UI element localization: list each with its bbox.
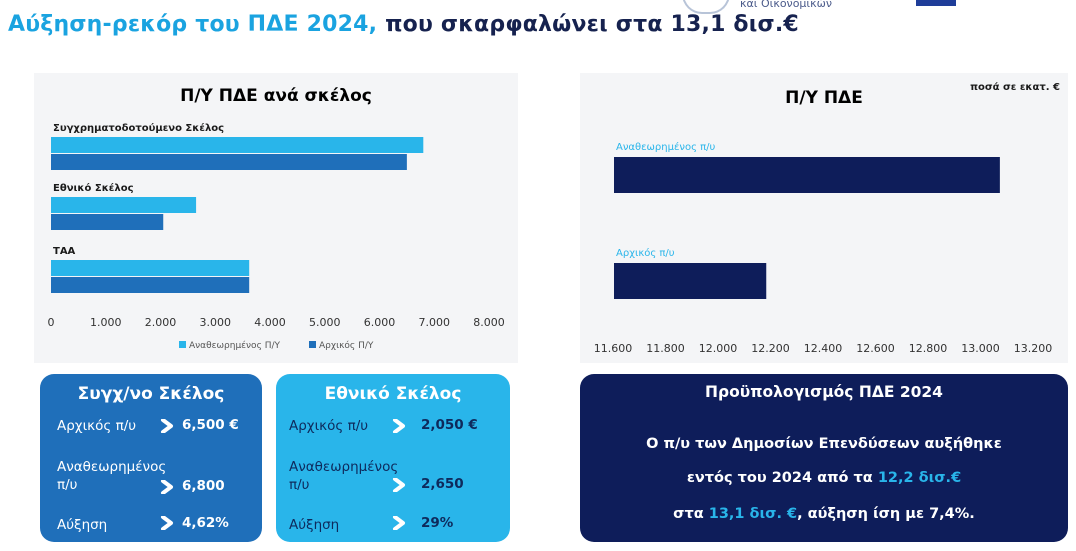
x-tick-label: 12.600 [856,342,895,355]
unit-note: ποσά σε εκατ. € [970,81,1060,93]
budget-line-2: εντός του 2024 από τα 12,2 δισ.€ [580,470,1068,486]
x-tick-label: 8.000 [473,316,505,329]
category-label: Συγχρηματοδοτούμενο Σκέλος [53,122,224,134]
category-label: ΤΑΑ [53,246,76,257]
budget-summary-box: Προϋπολογισμός ΠΔΕ 2024 Ο π/υ των Δημοσί… [580,374,1068,542]
bar-revised [51,260,250,276]
category-label: Αρχικός π/υ [616,247,675,259]
x-tick-label: 13.000 [961,342,1000,355]
x-tick-label: 12.400 [804,342,843,355]
chart-title: Π/Υ ΠΔΕ [785,88,863,108]
chart-panel-total: Π/Υ ΠΔΕ ποσά σε εκατ. € Αναθεωρημένος π/υ Α… [580,73,1068,363]
revised-budget-value: 2,650 [421,476,464,492]
bar-value [614,157,1000,193]
x-tick-label: 7.000 [419,316,451,329]
budget-line-3-text: στα [673,506,709,522]
x-tick-label: 11.800 [646,342,685,355]
bar-initial [51,277,250,293]
initial-budget-label: Αρχικός π/υ [289,418,369,434]
legend-swatch [179,341,186,348]
bar-initial [51,154,407,170]
revised-budget-label: Αναθεωρημένος [57,459,167,475]
box-title: Συγχ/νο Σκέλος [77,384,225,404]
revised-budget-label: Αναθεωρημένος [289,459,399,475]
eu-flag-icon [916,0,956,6]
chart-panel-by-branch: Π/Υ ΠΔΕ ανά σκέλος Συγχρηματοδοτούμενο Σκ… [34,73,518,363]
x-tick-label: 11.600 [594,342,633,355]
category-label: Εθνικό Σκέλος [53,182,134,194]
x-tick-label: 5.000 [309,316,341,329]
budget-line-2-text: εντός του 2024 από τα [686,470,878,486]
x-tick-label: 1.000 [90,316,122,329]
x-tick-label: 12.000 [699,342,738,355]
chevron-right-icon [161,480,173,494]
x-tick-label: 0 [48,316,55,329]
increase-value: 29% [421,515,454,531]
initial-amount-highlight: 12,2 δισ.€ [877,470,962,486]
national-branch-box: Εθνικό Σκέλος Αρχικός π/υ 2,050 € Αναθεω… [276,374,510,542]
category-label: Αναθεωρημένος π/υ [616,141,716,153]
bar-initial [51,214,164,230]
chevron-right-icon [161,516,173,530]
initial-budget-label: Αρχικός π/υ [57,418,137,434]
x-tick-label: 4.000 [254,316,286,329]
budget-line-3: στα 13,1 δισ. €, αύξηση ίση με 7,4%. [580,506,1068,522]
box-title: Εθνικό Σκέλος [324,384,462,404]
title-rest: που σκαρφαλώνει στα 13,1 δισ.€ [385,12,799,37]
bar-revised [51,197,197,213]
ministry-logo-text: και Οικονομικών [740,0,832,10]
increase-label: Αύξηση [289,517,340,533]
x-tick-label: 3.000 [200,316,232,329]
initial-budget-value: 6,500 € [182,417,239,433]
initial-budget-value: 2,050 € [421,417,478,433]
increase-value: 4,62% [182,515,229,531]
budget-line-3-suffix: , αύξηση ίση με 7,4%. [797,506,975,522]
legend-label: Αναθεωρημένος Π/Υ [189,340,281,351]
revised-amount-highlight: 13,1 δισ. € [708,506,798,522]
chart-title: Π/Υ ΠΔΕ ανά σκέλος [180,86,372,106]
chevron-right-icon [393,478,405,492]
bar-value [614,263,767,299]
bar-revised [51,137,424,153]
chevron-right-icon [393,516,405,530]
title-highlight: Αύξηση-ρεκόρ του ΠΔΕ 2024, [8,12,378,37]
x-tick-label: 13.200 [1014,342,1053,355]
revised-budget-label-cont: π/υ [289,477,310,493]
x-tick-label: 2.000 [145,316,177,329]
increase-label: Αύξηση [57,517,108,533]
cofinanced-branch-box: Συγχ/νο Σκέλος Αρχικός π/υ 6,500 € Αναθε… [40,374,262,542]
page-title: Αύξηση-ρεκόρ του ΠΔΕ 2024, που σκαρφαλών… [8,12,799,37]
x-tick-label: 12.200 [751,342,790,355]
bar-chart-total: Π/Υ ΠΔΕ ποσά σε εκατ. € Αναθεωρημένος π/υ Α… [594,81,1060,355]
chevron-right-icon [161,419,173,433]
budget-line-1: Ο π/υ των Δημοσίων Επενδύσεων αυξήθηκε [646,436,1002,452]
revised-budget-value: 6,800 [182,478,225,494]
legend-swatch [309,341,316,348]
budget-title: Προϋπολογισμός ΠΔΕ 2024 [705,383,943,401]
revised-budget-label-cont: π/υ [57,477,78,493]
x-tick-label: 6.000 [364,316,396,329]
legend-label: Αρχικός Π/Υ [319,340,374,351]
x-tick-label: 12.800 [909,342,948,355]
chevron-right-icon [393,419,405,433]
bar-chart-by-branch: Π/Υ ΠΔΕ ανά σκέλος Συγχρηματοδοτούμενο Σκ… [48,86,505,351]
